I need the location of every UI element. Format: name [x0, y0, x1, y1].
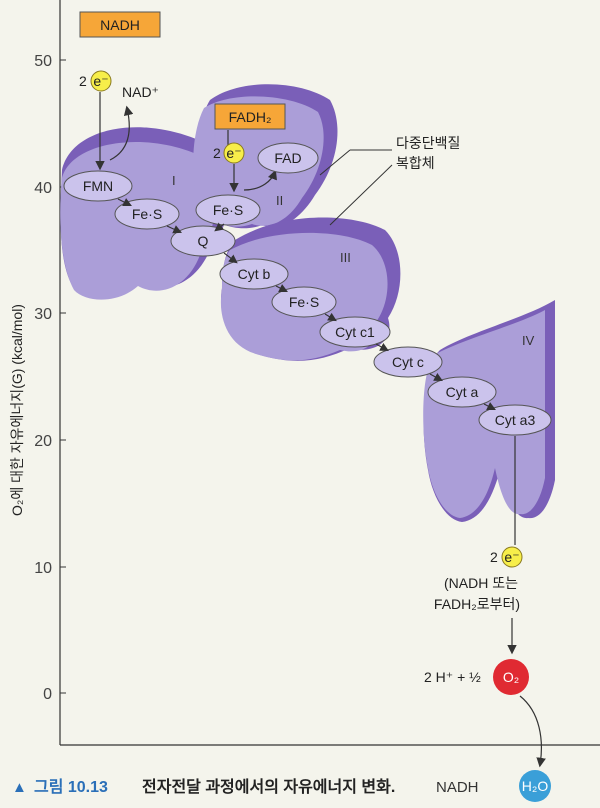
carrier-cyt-c1	[319, 316, 391, 348]
carrier-q-label: Q	[198, 233, 209, 249]
y-tick-30: 30	[34, 306, 52, 323]
carrier-fad-label: FAD	[274, 150, 301, 166]
annotation-line2: 복합체	[396, 155, 435, 171]
nad-plus-arrow	[109, 105, 134, 161]
nad-plus-label: NAD⁺	[122, 84, 159, 100]
y-tick-0: 0	[43, 686, 52, 703]
source-note-line2: FADH₂로부터)	[434, 596, 520, 612]
y-axis-label: O₂에 대한 자유에너지(G) (kcal/mol)	[9, 304, 25, 516]
carrier-cyt-c-label: Cyt c	[392, 354, 424, 370]
carrier-cyt-a3-label: Cyt a3	[495, 412, 536, 428]
fad-arrow	[243, 169, 277, 191]
carrier-fes-1	[114, 198, 180, 230]
carrier-cyt-b-label: Cyt b	[238, 266, 271, 282]
carrier-fes-1-label: Fe·S	[132, 206, 162, 222]
to-h2o-arrow	[519, 695, 546, 768]
complex-iii-label: III	[340, 250, 351, 265]
complex-i-label: I	[172, 173, 176, 188]
y-tick-20: 20	[34, 433, 52, 450]
y-tick-10: 10	[34, 560, 52, 577]
nadh-label: NADH	[100, 17, 140, 33]
o2-circle	[493, 659, 529, 695]
carrier-fmn-label: FMN	[83, 178, 113, 194]
y-tick-40: 40	[34, 180, 52, 197]
chain-arrows	[117, 198, 496, 410]
carrier-fes-3-label: Fe·S	[289, 294, 319, 310]
nadh-electron-symbol: e⁻	[93, 73, 108, 89]
annotation-line-c	[329, 164, 393, 226]
carrier-cyt-a	[427, 376, 497, 408]
final-electron-icon	[501, 546, 523, 568]
y-axis-ticks: 50 40 30 20 10 0	[34, 53, 66, 703]
h2o-circle	[519, 770, 551, 802]
annotation-line1: 다중단백질	[396, 135, 460, 151]
nadh-electron-coef: 2	[79, 73, 87, 89]
caption-marker: ▲	[12, 779, 27, 796]
h2o-label: H₂O	[522, 778, 549, 794]
carrier-cyt-c	[373, 346, 443, 378]
nadh-electron-icon	[90, 70, 112, 92]
carriers: FMN Fe·S FAD Fe·S Q Cyt b Fe·S Cyt c1 Cy…	[63, 142, 552, 436]
carrier-fes-2-label: Fe·S	[213, 202, 243, 218]
fadh2-box	[214, 103, 286, 130]
y-tick-50: 50	[34, 53, 52, 70]
caption-figure: 그림 10.13	[34, 777, 108, 796]
final-electron-coef: 2	[490, 549, 498, 565]
source-note-line1: (NADH 또는	[444, 575, 518, 591]
carrier-cyt-a-label: Cyt a	[446, 384, 479, 400]
carrier-fad	[257, 142, 319, 174]
fadh2-electron-symbol: e⁻	[226, 145, 241, 161]
reaction-lhs: 2 H⁺ + ½	[424, 669, 481, 685]
caption-title: 전자전달 과정에서의 자유에너지 변화.	[142, 777, 395, 796]
final-electron-symbol: e⁻	[504, 549, 519, 565]
fadh2-electron-icon	[223, 142, 245, 164]
carrier-cyt-b	[219, 258, 289, 290]
annotation-line-b	[319, 149, 351, 176]
carrier-fes-2	[195, 194, 261, 226]
carrier-fes-3	[271, 286, 337, 318]
carrier-q	[170, 225, 236, 257]
complex-ii-label: II	[276, 193, 283, 208]
nadh-box	[79, 11, 161, 38]
fadh2-label: FADH₂	[229, 109, 272, 125]
fadh2-electron-coef: 2	[213, 145, 221, 161]
carrier-cyt-a3	[478, 404, 552, 436]
complex-iv-label: IV	[522, 333, 535, 348]
carrier-cyt-c1-label: Cyt c1	[335, 324, 375, 340]
carrier-fmn	[63, 170, 133, 202]
o2-label: O₂	[503, 669, 519, 685]
caption-rest: NADH	[436, 779, 479, 796]
